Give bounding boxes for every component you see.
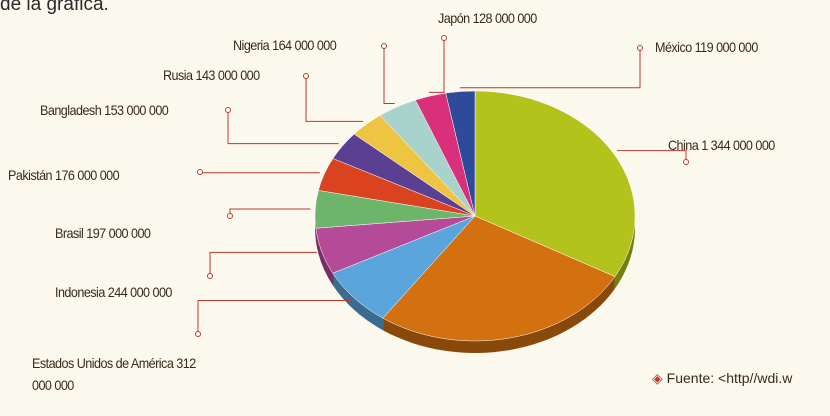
leader-dot: [303, 73, 309, 79]
value-label: 128 000 000: [472, 10, 538, 26]
value-label: 119 000 000: [694, 39, 759, 55]
slice: [445, 90, 476, 217]
leader-dot: [225, 107, 231, 113]
category-label: Japón: [438, 10, 470, 26]
category-label: Brasil: [55, 225, 84, 241]
source: Fuente: <http//wdi.w: [652, 370, 793, 387]
value-label: 176 000 000: [54, 167, 120, 183]
category-label: México: [655, 39, 692, 55]
slice-label: Pakistán 176 000 000: [8, 164, 120, 186]
leader-line: [197, 300, 351, 334]
intro-text: de la gráfica.: [0, 0, 109, 15]
leader-line: [459, 48, 641, 89]
value-label: 197 000 000: [86, 225, 151, 241]
leader-line: [429, 38, 445, 93]
leader-dot: [637, 45, 643, 51]
category-label: Nigeria: [233, 37, 270, 53]
leader-dot: [381, 43, 387, 49]
category-label: Pakistán: [8, 167, 53, 183]
leader-dot: [207, 273, 213, 279]
value-label: 312 000 000: [32, 355, 196, 393]
value-label: 1 344 000 000: [701, 137, 775, 153]
leader-line: [227, 110, 339, 145]
leader-line: [305, 76, 364, 122]
leader-line: [383, 46, 395, 105]
slice-label: Brasil 197 000 000: [55, 222, 151, 244]
slice-label: Rusia 143 000 000: [163, 64, 260, 86]
leader-dot: [197, 169, 203, 175]
slice-label: México 119 000 000: [655, 36, 758, 58]
leader-line: [616, 150, 687, 162]
value-label: 153 000 000: [104, 102, 169, 118]
slice-label: Nigeria 164 000 000: [233, 34, 337, 56]
category-label: Bangladesh: [40, 102, 102, 118]
category-label: Estados Unidos de América: [32, 355, 174, 371]
value-label: 164 000 000: [272, 37, 337, 53]
slice-label: Japón 128 000 000: [438, 7, 537, 29]
slice: [474, 90, 636, 277]
leader-dot: [441, 35, 447, 41]
value-label: 244 000 000: [107, 284, 173, 300]
category-label: China: [668, 137, 699, 153]
slice-label: China 1 344 000 000: [668, 134, 775, 156]
slice-label: Bangladesh 153 000 000: [40, 99, 169, 121]
value-label: 143 000 000: [195, 67, 260, 83]
leader-line: [209, 251, 317, 276]
leader-dot: [195, 331, 201, 337]
slice-label: Estados Unidos de América 312 000 000: [32, 352, 212, 396]
leader-line: [199, 172, 320, 174]
slice: [382, 215, 616, 342]
category-label: Indonesia: [55, 284, 105, 300]
category-label: Rusia: [163, 67, 193, 83]
slice-label: Indonesia 244 000 000: [55, 281, 172, 303]
leader-line: [229, 208, 311, 216]
leader-dot: [683, 159, 689, 165]
leader-dot: [227, 213, 233, 219]
